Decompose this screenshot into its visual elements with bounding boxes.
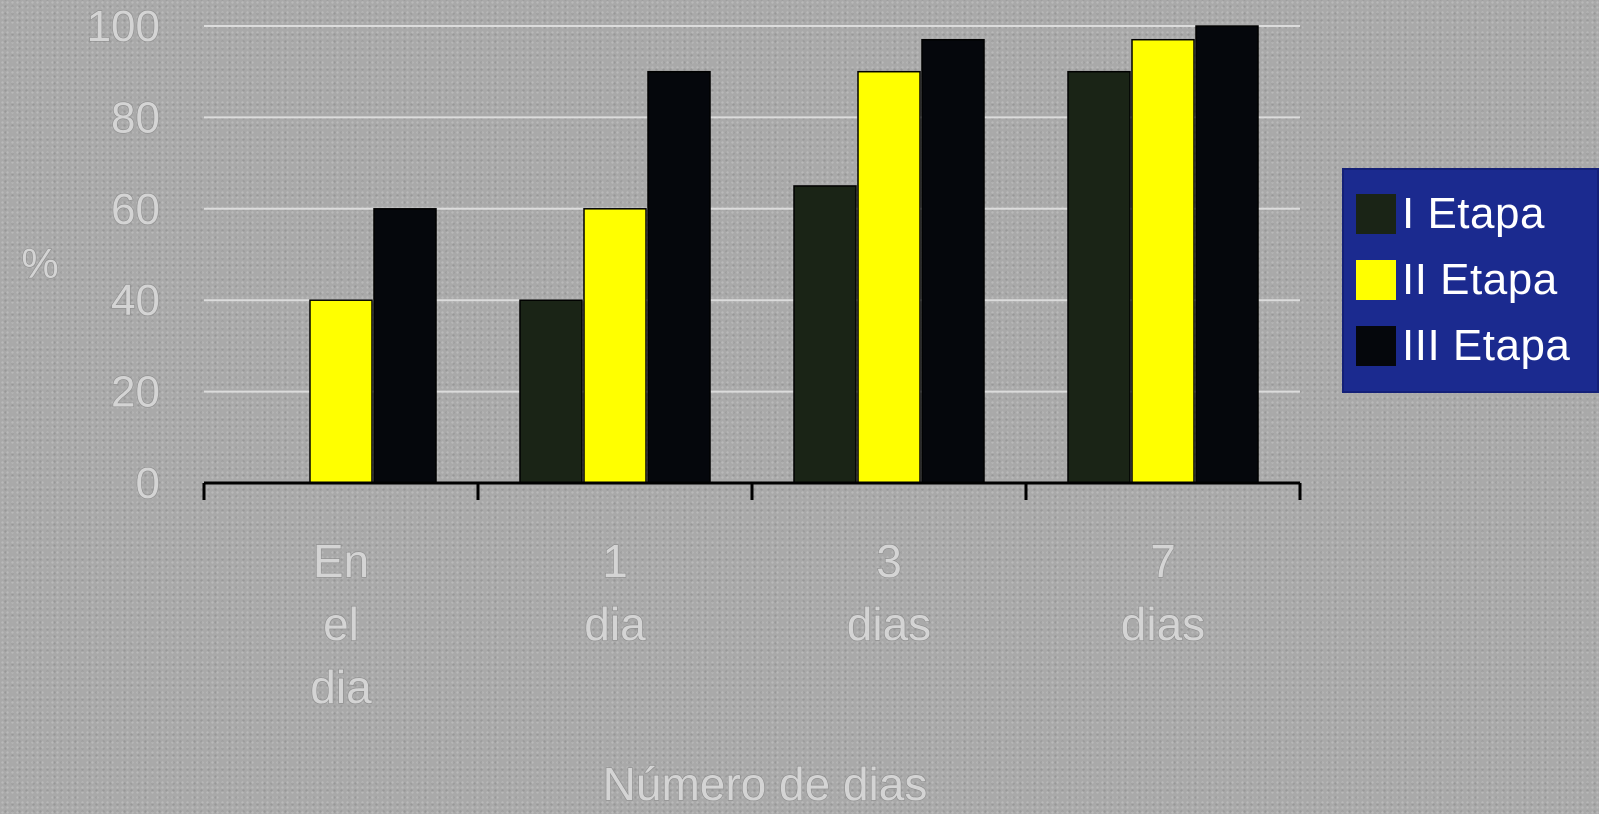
- bar-iii-etapa: [373, 208, 437, 484]
- legend-swatch: [1356, 260, 1396, 300]
- bar-iii-etapa: [647, 70, 711, 484]
- bar-ii-etapa: [583, 208, 647, 484]
- legend-swatch: [1356, 326, 1396, 366]
- axes: [202, 481, 1302, 500]
- y-tick-label: 100: [87, 2, 160, 51]
- legend-item: I Etapa: [1356, 184, 1545, 244]
- legend-label: I Etapa: [1402, 189, 1545, 238]
- legend-swatch: [1356, 194, 1396, 234]
- x-tick-label: dias: [847, 598, 931, 650]
- y-tick-label: 0: [136, 459, 160, 508]
- x-tick-label: dia: [584, 598, 646, 650]
- bar-ii-etapa: [1131, 38, 1195, 484]
- y-tick-labels: 0 20 40 60 80 100: [86, 1, 161, 508]
- legend-label: III Etapa: [1402, 321, 1571, 370]
- bar-ii-etapa: [309, 299, 373, 484]
- x-tick-label: 7: [1150, 535, 1176, 587]
- x-tick-label: En: [313, 535, 369, 587]
- y-tick-label: 40: [111, 276, 160, 325]
- bar-i-etapa: [1067, 70, 1131, 484]
- y-tick-label: 80: [111, 93, 160, 142]
- x-tick-label: 1: [602, 535, 628, 587]
- x-axis-label: Número de dias: [603, 758, 928, 810]
- bars: [309, 25, 1259, 484]
- y-axis-label: %: [21, 240, 58, 287]
- y-tick-label: 20: [111, 368, 160, 417]
- bar-ii-etapa: [857, 70, 921, 484]
- legend: I Etapa II Etapa III Etapa: [1342, 168, 1599, 393]
- bar-iii-etapa: [1195, 25, 1259, 484]
- x-tick-label: 3: [876, 535, 902, 587]
- x-tick-labels: En el dia 1 dia 3 dias 7 dias: [310, 534, 1206, 713]
- legend-item: III Etapa: [1356, 316, 1570, 376]
- bar-i-etapa: [793, 185, 857, 484]
- legend-label: II Etapa: [1402, 255, 1558, 304]
- bar-iii-etapa: [921, 38, 985, 484]
- legend-item: II Etapa: [1356, 250, 1558, 310]
- x-tick-label: el: [323, 598, 359, 650]
- x-tick-label: dia: [310, 661, 372, 713]
- x-tick-label: dias: [1121, 598, 1205, 650]
- bar-i-etapa: [519, 299, 583, 484]
- y-tick-label: 60: [111, 185, 160, 234]
